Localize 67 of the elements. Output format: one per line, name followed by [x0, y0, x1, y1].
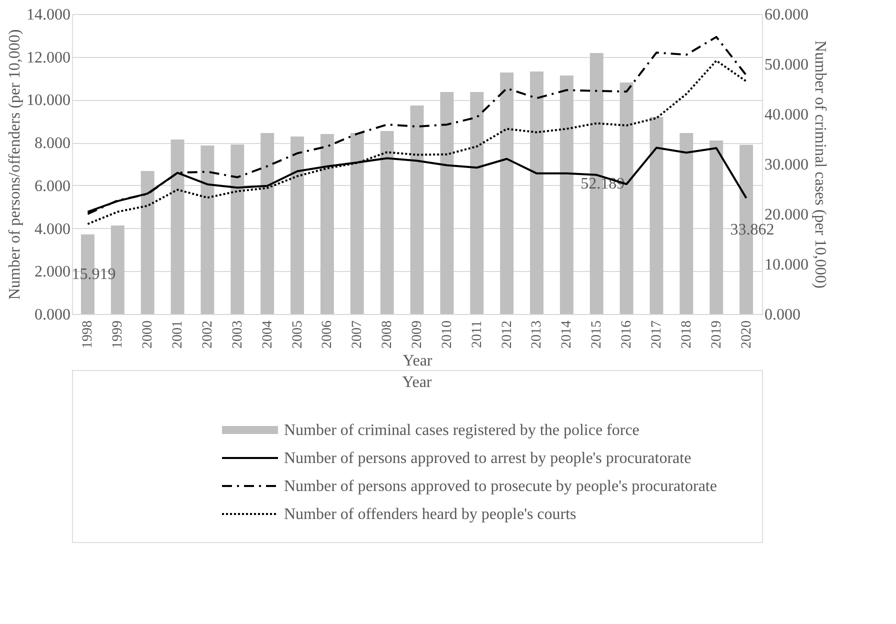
- data-label: 15.919: [72, 266, 116, 284]
- x-tick-label: 2000: [140, 320, 156, 348]
- y2-tick-label: 0.000: [764, 306, 800, 324]
- bar: [410, 106, 424, 314]
- bar: [440, 92, 454, 314]
- bar: [320, 134, 334, 314]
- bar: [140, 171, 154, 314]
- y2-tick-label: 60.000: [764, 6, 808, 24]
- x-tick-label: 2013: [530, 320, 545, 348]
- text: Year: [402, 374, 432, 391]
- bar: [560, 76, 574, 314]
- y-tick-label: 2.000: [34, 264, 70, 281]
- x-tick-label: 2016: [620, 320, 635, 348]
- x-tick-label: 2015: [590, 320, 605, 348]
- y2-tick-label: 10.000: [764, 256, 808, 274]
- x-tick-label: 1999: [110, 320, 126, 348]
- bar: [350, 133, 364, 314]
- y-tick-label: 10.000: [26, 92, 70, 110]
- x-tick-label: 2010: [440, 320, 455, 348]
- y2-tick-label: 20.000: [764, 206, 808, 224]
- x-tick-label: 2020: [739, 320, 754, 348]
- bar: [200, 146, 214, 314]
- x-tick-label: 2005: [290, 320, 306, 348]
- x-tick-label: 2002: [200, 320, 216, 348]
- x-axis-title: Year: [402, 352, 433, 370]
- bar: [530, 72, 544, 314]
- bar: [170, 140, 184, 314]
- legend-label: Number of persons approved to prosecute by people's procuratorate: [284, 478, 717, 495]
- y-tick-label: 0.000: [34, 306, 70, 324]
- x-tick-label: 2017: [649, 320, 664, 348]
- y-tick-label: 12.000: [26, 49, 70, 66]
- x-tick-label: 2001: [170, 320, 186, 348]
- y-tick-label: 14.000: [26, 6, 70, 24]
- bar: [500, 72, 514, 314]
- data-label: 33.862: [730, 221, 774, 238]
- bar: [470, 92, 484, 314]
- bar: [380, 131, 394, 314]
- y2-axis-title: Number of criminal cases (per 10,000): [812, 40, 828, 288]
- line-series: [86, 60, 748, 225]
- x-tick-label: 2011: [470, 320, 485, 348]
- bar: [710, 140, 724, 314]
- y2-tick-label: 40.000: [764, 106, 808, 124]
- y-tick-label: 8.000: [34, 135, 70, 152]
- y-tick-label: 4.000: [34, 220, 70, 238]
- y2-tick-label: 50.000: [764, 56, 808, 74]
- x-tick-label: 1998: [80, 320, 96, 348]
- y-axis-title: Number of persons/offenders (per 10,000): [6, 29, 24, 300]
- y-tick-label: 6.000: [34, 178, 70, 195]
- legend-label: Number of persons approved to arrest by people's procuratorate: [284, 450, 692, 467]
- legend-label: Number of offenders heard by people's courts: [284, 506, 576, 523]
- bar: [290, 136, 304, 314]
- bar: [230, 144, 244, 314]
- x-tick-label: 2009: [410, 320, 425, 348]
- x-tick-label: 2003: [230, 320, 246, 348]
- legend-label: Number of criminal cases registered by the police force: [284, 422, 640, 439]
- x-tick-label: 2006: [320, 320, 336, 348]
- bar: [680, 133, 694, 314]
- y2-tick-label: 30.000: [764, 156, 808, 174]
- x-tick-label: 2004: [260, 320, 276, 348]
- x-tick-label: 2018: [679, 320, 694, 348]
- x-tick-label: 2014: [560, 320, 575, 348]
- bar: [650, 117, 664, 314]
- x-tick-label: 2008: [380, 320, 396, 348]
- bar: [260, 133, 274, 314]
- x-tick-label: 2012: [500, 320, 515, 348]
- x-tick-label: 2019: [709, 320, 724, 348]
- x-tick-label: 2007: [350, 320, 366, 348]
